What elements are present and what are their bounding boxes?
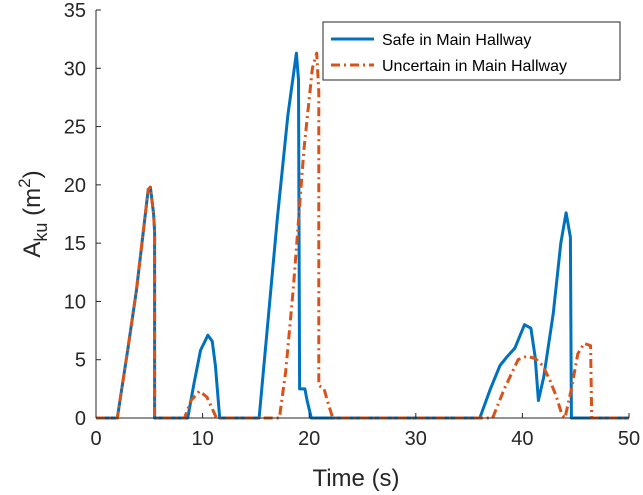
legend-label-uncertain: Uncertain in Main Hallway <box>382 58 567 75</box>
y-tick-label: 10 <box>64 291 86 313</box>
y-axis-title-superscript: 2 <box>15 178 34 187</box>
series-line-1 <box>96 51 629 420</box>
y-tick-label: 25 <box>64 117 86 139</box>
axes <box>95 10 629 419</box>
legend-box <box>322 21 621 81</box>
y-axis-title-unit-open: (m <box>19 188 46 223</box>
x-tick-label: 40 <box>511 428 533 450</box>
x-tick-label: 20 <box>298 428 320 450</box>
x-axis-title: Time (s) <box>312 465 399 492</box>
y-axis-title-unit-close: ) <box>19 170 46 178</box>
series-line-0 <box>96 51 629 420</box>
y-axis-title-base: A <box>19 242 46 258</box>
y-tick-label: 30 <box>64 58 86 80</box>
plot-lines <box>96 51 629 420</box>
x-tick-label: 0 <box>90 428 101 450</box>
x-tick-label: 10 <box>191 428 213 450</box>
y-tick-label: 0 <box>75 408 86 430</box>
y-tick-label: 5 <box>75 350 86 372</box>
legend: Safe in Main Hallway Uncertain in Main H… <box>322 21 621 81</box>
y-tick-label: 35 <box>64 0 86 22</box>
y-axis-title-subscript: ku <box>31 223 51 242</box>
y-axis-title: Aku (m2) <box>15 170 51 257</box>
x-tick-label: 30 <box>405 428 427 450</box>
x-tick-label: 50 <box>618 428 640 450</box>
ticks: 0 10 20 30 40 50 0 5 10 15 20 25 30 35 <box>64 0 640 450</box>
y-tick-label: 20 <box>64 175 86 197</box>
legend-label-safe: Safe in Main Hallway <box>382 32 531 49</box>
y-tick-label: 15 <box>64 233 86 255</box>
